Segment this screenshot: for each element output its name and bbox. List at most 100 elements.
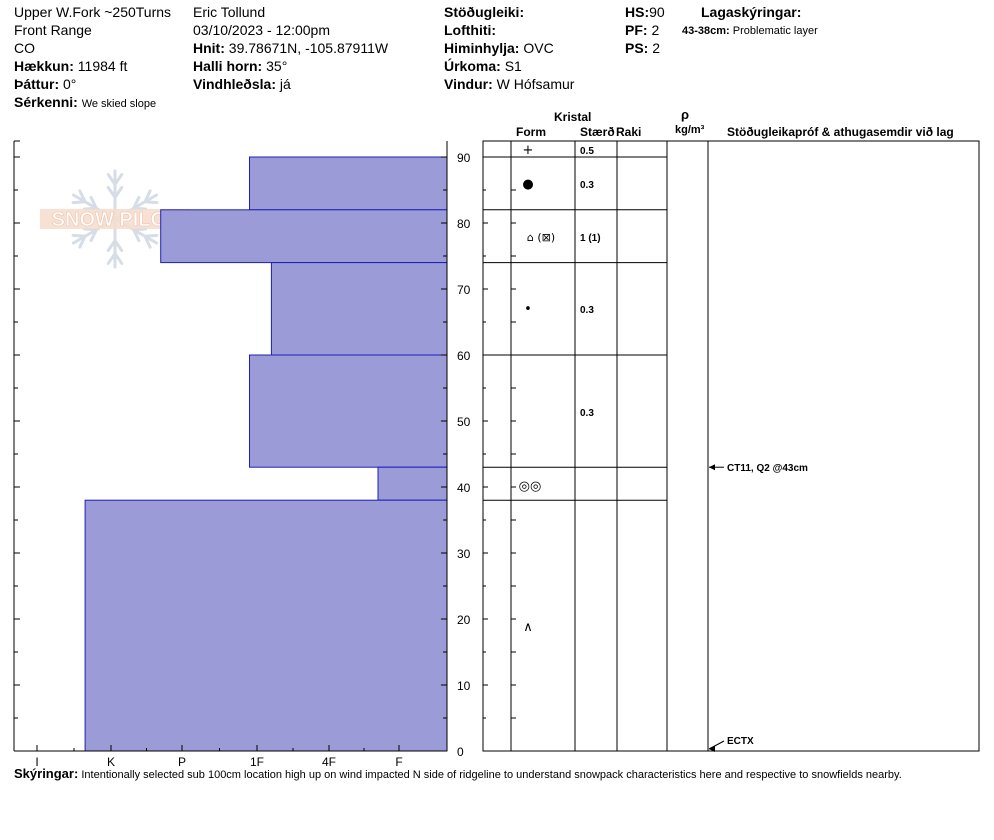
flake-branch — [71, 200, 87, 205]
observation-datetime: 03/10/2023 - 12:00pm — [193, 22, 330, 38]
flake-branch — [82, 206, 98, 211]
crystal-form-symbol: ● — [522, 177, 533, 192]
depth-tick-label: 80 — [457, 217, 471, 231]
hardness-bar — [84, 499, 448, 752]
hardness-bar — [377, 466, 448, 501]
penetration-foot: PF: 2 — [625, 22, 660, 38]
flake-branch — [78, 189, 87, 204]
observer-name: Eric Tollund — [193, 4, 266, 20]
stability-test-label: ECTX — [727, 736, 754, 747]
column-moisture: Raki — [616, 125, 642, 139]
aspect: Þáttur: 0° — [14, 76, 77, 92]
flake-branch — [106, 173, 117, 186]
hardness-tick-label: P — [178, 755, 186, 769]
flake-branch — [113, 252, 124, 265]
crystal-size: 0.3 — [580, 408, 594, 419]
header-col5: Lagaskýringar: — [701, 3, 801, 21]
depth-tick-label: 20 — [457, 613, 471, 627]
crystal-form-symbol: ◎◎ — [519, 479, 542, 494]
penetration-ski: PS: 2 — [625, 40, 661, 56]
header-col4: HS:90 PF: 2 PS: 2 — [625, 3, 665, 57]
flake-branch — [106, 252, 117, 265]
flake-branch — [132, 228, 141, 243]
layer-notes-title: Lagaskýringar: — [701, 4, 802, 20]
flake-branch — [71, 233, 87, 238]
range-name: Front Range — [14, 22, 92, 38]
coordinates: Hnit: 39.78671N, -105.87911W — [193, 40, 389, 56]
depth-tick-label: 70 — [457, 283, 471, 297]
air-temperature: Lofthiti: — [444, 22, 497, 38]
snow-height: HS:90 — [625, 4, 665, 20]
flake-branch — [132, 195, 141, 210]
depth-tick-label: 10 — [457, 679, 471, 693]
flake-branch — [143, 234, 152, 249]
hardness-bar — [160, 209, 448, 264]
header-col1: Upper W.Fork ~250Turns Front Range CO Hæ… — [14, 3, 171, 113]
column-density-unit: kg/m³ — [675, 124, 705, 136]
flake-branch — [106, 185, 117, 199]
precipitation: Úrkoma: S1 — [444, 58, 522, 74]
comments-label: Skýringar: — [14, 766, 79, 781]
flake-branch — [113, 173, 124, 186]
elevation: Hækkun: 11984 ft — [14, 58, 128, 74]
hardness-bar — [249, 354, 448, 468]
layer-note: 43-38cm: Problematic layer — [682, 25, 818, 37]
test-arrow-head — [709, 464, 715, 471]
depth-tick-label: 0 — [457, 745, 464, 759]
depth-tick-label: 50 — [457, 415, 471, 429]
crystal-form-symbol: ∧ — [523, 620, 533, 635]
crystal-form-symbol: ⌂ (⊠) — [527, 231, 555, 244]
flake-branch — [143, 233, 159, 238]
flake-branch — [143, 189, 152, 204]
slope-angle: Halli horn: 35° — [193, 58, 288, 74]
crystal-form-symbol: • — [524, 302, 532, 317]
depth-tick-label: 60 — [457, 349, 471, 363]
location-name: Upper W.Fork ~250Turns — [14, 4, 172, 20]
features: Sérkenni: We skied slope — [14, 94, 157, 110]
stability: Stöðugleiki: — [444, 4, 525, 20]
hardness-tick-label: K — [107, 755, 115, 769]
column-form: Form — [516, 125, 546, 139]
hardness-tick-label: 1F — [250, 755, 264, 769]
flake-branch — [113, 239, 124, 253]
state-name: CO — [14, 40, 35, 56]
flake-branch — [82, 227, 98, 232]
column-size: Stærð — [580, 125, 615, 139]
flake-branch — [106, 239, 117, 253]
comments-text: Intentionally selected sub 100cm locatio… — [81, 769, 902, 781]
grid-frame — [482, 140, 980, 752]
header-col2: Eric Tollund 03/10/2023 - 12:00pm Hnit: … — [193, 3, 388, 93]
crystal-size: 0.3 — [580, 180, 594, 191]
column-tests: Stöðugleikapróf & athugasemdir við lag — [727, 125, 954, 139]
depth-tick-label: 40 — [457, 481, 471, 495]
crystal-size: 0.3 — [580, 305, 594, 316]
column-crystal: Kristal — [554, 110, 592, 124]
flake-branch — [143, 200, 159, 205]
sky-cover: Himinhylja: OVC — [444, 40, 554, 56]
wind-loading: Vindhleðsla: já — [193, 76, 291, 92]
crystal-size: 0.5 — [580, 146, 594, 157]
flake-branch — [89, 228, 98, 243]
test-arrow-head — [709, 746, 715, 752]
header-col3: Stöðugleiki: Lofthiti: Himinhylja: OVC Ú… — [444, 3, 574, 93]
test-arrow-line — [708, 740, 725, 750]
comments: Skýringar: Intentionally selected sub 10… — [14, 766, 902, 781]
column-density-symbol: ρ — [681, 107, 690, 122]
flake-branch — [89, 195, 98, 210]
snowpilot-logo: SNOW PILOT — [40, 169, 190, 269]
wind: Vindur: W Hófsamur — [444, 76, 575, 92]
flake-branch — [132, 206, 148, 211]
flake-branch — [78, 234, 87, 249]
hardness-tick-label: 4F — [322, 755, 336, 769]
hardness-tick-label: I — [35, 755, 38, 769]
hardness-tick-label: F — [395, 755, 402, 769]
logo-text: SNOW PILOT — [52, 209, 179, 231]
depth-tick-label: 30 — [457, 547, 471, 561]
flake-branch — [113, 185, 124, 199]
flake-branch — [132, 227, 148, 232]
stability-test-label: CT11, Q2 @43cm — [727, 463, 808, 474]
crystal-form-symbol: + — [523, 143, 534, 158]
hardness-bar — [270, 262, 448, 356]
depth-tick-label: 90 — [457, 151, 471, 165]
